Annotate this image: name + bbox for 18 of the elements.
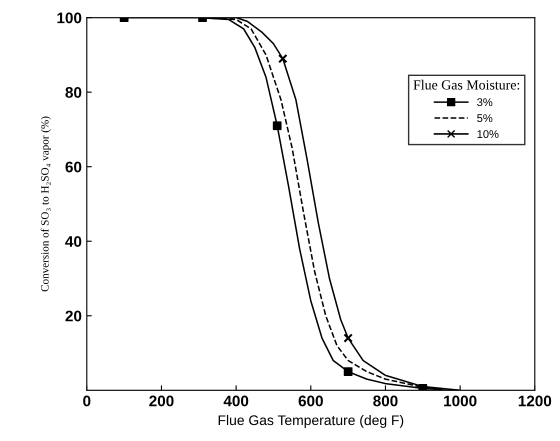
x-tick-label: 600 — [298, 396, 323, 406]
x-tick-label: 1000 — [444, 396, 476, 406]
x-tick-label: 800 — [373, 396, 398, 406]
legend-title: Flue Gas Moisture: — [413, 80, 520, 90]
y-tick-label: 20 — [65, 310, 82, 322]
y-tick-label: 40 — [65, 236, 82, 247]
y-tick-label: 100 — [57, 12, 82, 24]
x-tick-label: 200 — [149, 396, 174, 406]
y-axis-title: Conversion of SO₃ to H₂SO₄ vapor (%) — [40, 116, 51, 292]
legend-label: 10% — [478, 130, 499, 138]
y-tick-label: 60 — [66, 162, 82, 172]
x-axis-title: Flue Gas Temperature (deg F) — [218, 414, 404, 428]
legend-label: 3% — [477, 98, 492, 106]
x-tick-label: 0 — [83, 396, 90, 406]
y-tick-label: 80 — [65, 87, 82, 98]
x-tick-label: 400 — [224, 396, 248, 406]
legend-label: 5% — [477, 114, 492, 122]
x-tick-label: 1200 — [518, 396, 552, 406]
